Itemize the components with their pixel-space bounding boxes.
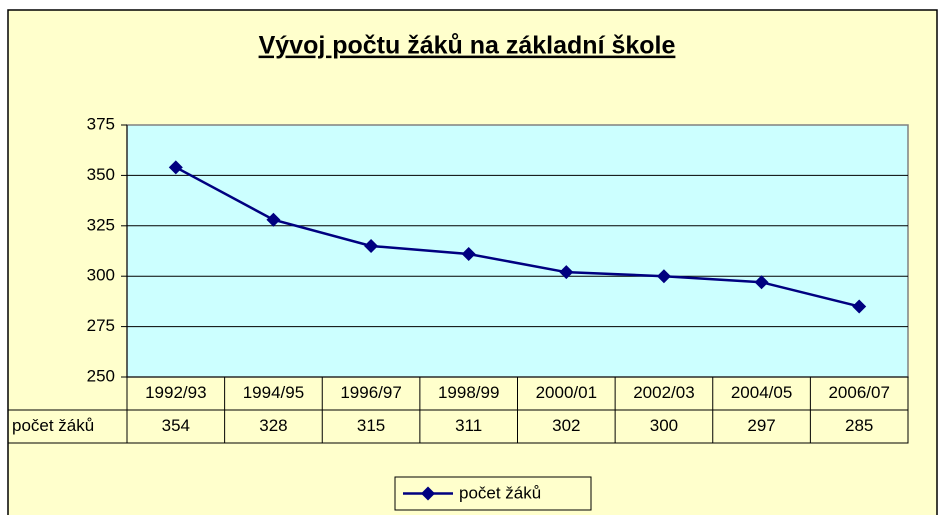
y-tick-label: 325 xyxy=(87,215,115,234)
plot-area xyxy=(126,124,909,378)
x-tick-label: 1994/95 xyxy=(243,383,304,402)
marker xyxy=(461,247,476,262)
table-value: 354 xyxy=(162,416,190,435)
x-tick-label: 2004/05 xyxy=(731,383,792,402)
table-value: 302 xyxy=(552,416,580,435)
x-tick-label: 2002/03 xyxy=(633,383,694,402)
table-value: 300 xyxy=(650,416,678,435)
legend-label: počet žáků xyxy=(459,483,541,502)
y-tick-label: 275 xyxy=(87,316,115,335)
marker xyxy=(656,269,671,284)
marker xyxy=(559,265,574,280)
y-tick-label: 350 xyxy=(87,165,115,184)
table-value: 311 xyxy=(455,416,482,435)
x-tick-label: 1996/97 xyxy=(340,383,401,402)
marker xyxy=(364,238,379,253)
y-tick-label: 375 xyxy=(87,114,115,133)
line xyxy=(175,166,860,308)
legend-marker xyxy=(421,486,435,501)
table-value: 328 xyxy=(259,416,287,435)
y-tick-label: 300 xyxy=(87,266,115,285)
x-tick-label: 1992/93 xyxy=(145,383,206,402)
y-tick-label: 250 xyxy=(87,366,115,385)
table-value: 285 xyxy=(845,416,873,435)
marker xyxy=(754,275,769,290)
table-value: 315 xyxy=(357,416,385,435)
marker xyxy=(168,160,183,175)
x-tick-label: 2006/07 xyxy=(828,383,889,402)
x-tick-label: 1998/99 xyxy=(438,383,499,402)
x-tick-label: 2000/01 xyxy=(536,383,597,402)
table-row-label: počet žáků xyxy=(12,416,94,435)
marker xyxy=(852,299,867,314)
marker xyxy=(266,212,281,227)
table-value: 297 xyxy=(747,416,775,435)
chart-title: Vývoj počtu žáků na základní škole xyxy=(259,32,676,60)
